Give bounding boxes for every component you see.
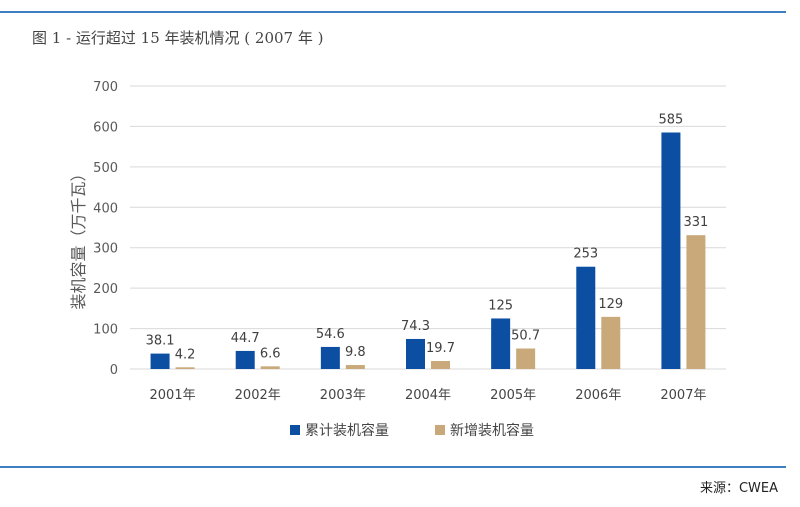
data-label: 50.7 (511, 329, 540, 344)
x-category-label: 2005年 (490, 388, 536, 403)
bar-new (516, 348, 536, 369)
data-label: 585 (659, 112, 684, 127)
data-label: 9.8 (345, 345, 366, 360)
data-label: 331 (684, 215, 709, 230)
y-tick-label: 200 (93, 282, 118, 297)
source-note: 来源：CWEA (699, 481, 778, 496)
bars (150, 132, 706, 369)
bar-cumulative (235, 350, 255, 369)
bar-new (601, 316, 621, 369)
x-category-label: 2004年 (405, 388, 451, 403)
y-tick-label: 400 (93, 201, 118, 216)
bar-new (260, 366, 280, 369)
data-label: 4.2 (175, 347, 196, 362)
x-category-label: 2001年 (150, 388, 196, 403)
data-label: 253 (573, 247, 598, 262)
x-category-label: 2002年 (235, 388, 281, 403)
y-tick-label: 300 (93, 242, 118, 257)
bar-new (175, 367, 195, 369)
bottom-rule (0, 466, 786, 468)
top-rule (0, 11, 786, 13)
data-label: 54.6 (316, 327, 345, 342)
y-tick-label: 100 (93, 323, 118, 338)
bar-cumulative (406, 338, 425, 369)
data-label: 19.7 (426, 341, 455, 356)
bar-cumulative (320, 346, 340, 369)
bar-cumulative (576, 266, 596, 369)
y-tick-label: 0 (110, 363, 118, 378)
gridlines (130, 85, 726, 370)
bar-cumulative (661, 132, 681, 369)
legend-label: 累计装机容量 (305, 422, 389, 439)
bar-new (431, 361, 450, 369)
x-axis-categories: 2001年 2002年 2003年 2004年 2005年 2006年 2007年 (150, 388, 707, 403)
bar-cumulative (150, 353, 170, 369)
bar-new (345, 365, 365, 369)
data-label: 125 (488, 298, 513, 313)
data-labels: 38.14.2 44.76.6 54.69.8 74.3 19.7 125 50.7 253 1… (146, 112, 709, 362)
y-tick-label: 700 (93, 80, 118, 95)
data-label: 74.3 (401, 319, 430, 334)
data-label: 6.6 (260, 346, 281, 361)
x-category-label: 2003年 (320, 388, 366, 403)
bar-cumulative (491, 318, 511, 369)
data-label: 44.7 (231, 331, 260, 346)
y-axis-label: 装机容量（万千瓦） (69, 165, 88, 309)
data-label: 129 (598, 297, 623, 312)
legend-label: 新增装机容量 (450, 422, 534, 439)
x-category-label: 2007年 (660, 388, 706, 403)
legend-swatch-cumulative (290, 425, 300, 435)
figure-title: 图 1 - 运行超过 15 年装机情况 ( 2007 年 ) (32, 29, 324, 47)
x-category-label: 2006年 (575, 388, 621, 403)
data-label: 38.1 (146, 334, 175, 349)
legend-swatch-new (435, 425, 445, 435)
y-tick-label: 600 (93, 120, 118, 135)
legend: 累计装机容量 新增装机容量 (290, 422, 534, 439)
y-tick-label: 500 (93, 161, 118, 176)
bar-new (686, 235, 706, 369)
y-axis-ticks: 0 100 200 300 400 500 600 700 (93, 80, 118, 378)
